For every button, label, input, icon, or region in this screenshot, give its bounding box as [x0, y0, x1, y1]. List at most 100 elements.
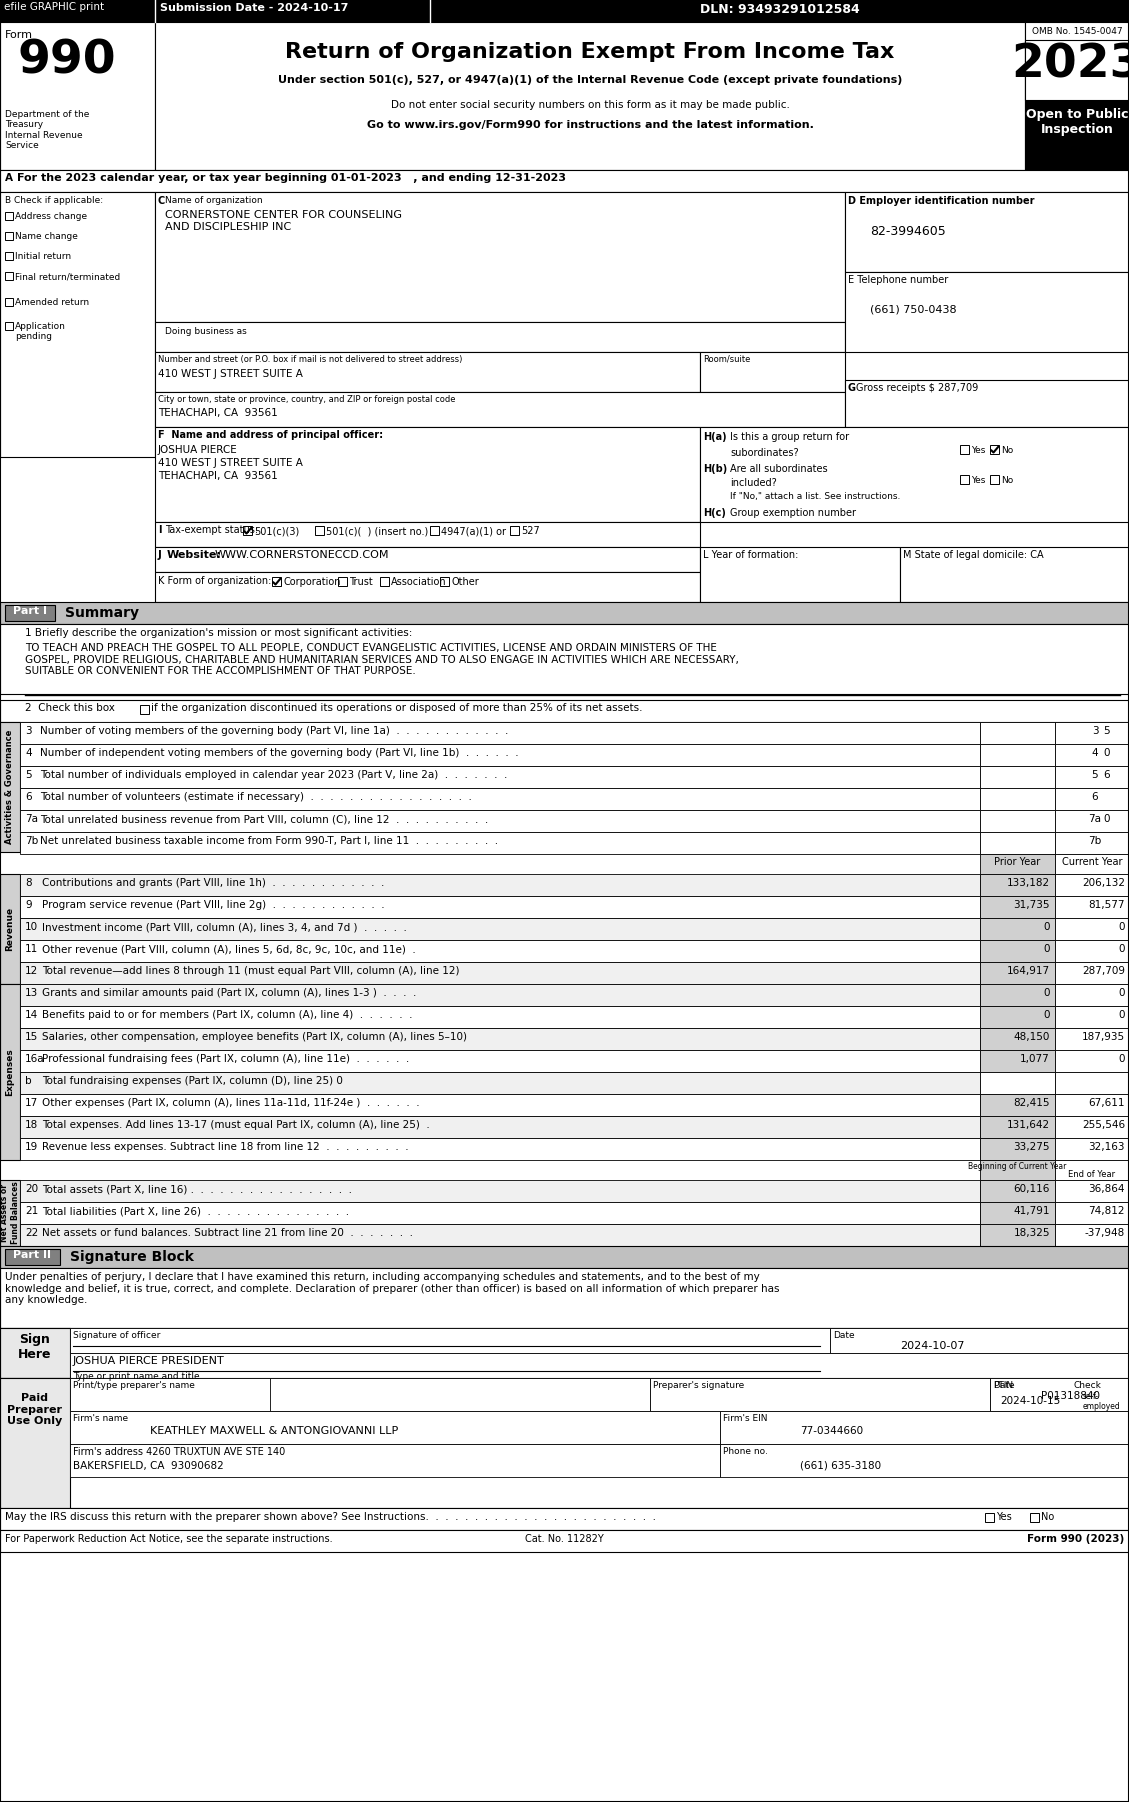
Bar — [70, 1379, 650, 1411]
Bar — [844, 272, 1129, 351]
Text: -37,948: -37,948 — [1085, 1227, 1124, 1238]
Text: A: A — [5, 173, 14, 184]
Text: End of Year: End of Year — [1068, 1169, 1115, 1179]
Text: WWW.CORNERSTONECCD.COM: WWW.CORNERSTONECCD.COM — [215, 550, 390, 560]
Bar — [20, 1072, 980, 1094]
Bar — [20, 896, 980, 917]
Bar — [70, 1443, 720, 1478]
Bar — [980, 962, 1054, 984]
Text: Yes: Yes — [971, 447, 986, 454]
Bar — [984, 1514, 994, 1523]
Bar — [980, 874, 1054, 896]
Bar — [20, 1094, 980, 1115]
Bar — [650, 1379, 990, 1411]
Text: 12: 12 — [25, 966, 38, 977]
Text: if the organization discontinued its operations or disposed of more than 25% of : if the organization discontinued its ope… — [151, 703, 642, 714]
Text: 0: 0 — [1103, 815, 1110, 824]
Text: Expenses: Expenses — [6, 1049, 15, 1096]
Bar — [980, 1072, 1054, 1094]
Text: Firm's EIN: Firm's EIN — [723, 1415, 768, 1424]
Text: 2024-10-15: 2024-10-15 — [1000, 1397, 1060, 1406]
Bar — [155, 351, 700, 393]
Text: 0: 0 — [1043, 1009, 1050, 1020]
Text: Are all subordinates: Are all subordinates — [730, 463, 828, 474]
Bar — [960, 476, 969, 485]
Bar — [700, 427, 1129, 523]
Text: Amended return: Amended return — [15, 297, 89, 306]
Text: KEATHLEY MAXWELL & ANTONGIOVANNI LLP: KEATHLEY MAXWELL & ANTONGIOVANNI LLP — [150, 1425, 399, 1436]
Bar — [1054, 874, 1129, 896]
Text: 3: 3 — [1092, 726, 1099, 735]
Text: 990: 990 — [18, 38, 116, 83]
Bar — [0, 1269, 1129, 1328]
Text: 19: 19 — [25, 1142, 38, 1151]
Bar — [1054, 1027, 1129, 1051]
Text: 7b: 7b — [1088, 836, 1102, 845]
Text: 6: 6 — [1092, 793, 1099, 802]
Text: 0: 0 — [1119, 944, 1124, 953]
Bar — [20, 917, 980, 941]
Text: Investment income (Part VIII, column (A), lines 3, 4, and 7d )  .  .  .  .  .: Investment income (Part VIII, column (A)… — [42, 923, 406, 932]
Text: J: J — [158, 550, 161, 560]
Text: TEHACHAPI, CA  93561: TEHACHAPI, CA 93561 — [158, 407, 278, 418]
Bar — [980, 896, 1054, 917]
Bar — [1073, 1391, 1080, 1398]
Text: 82-3994605: 82-3994605 — [870, 225, 946, 238]
Text: Total liabilities (Part X, line 26)  .  .  .  .  .  .  .  .  .  .  .  .  .  .  .: Total liabilities (Part X, line 26) . . … — [42, 1206, 349, 1216]
Bar — [243, 526, 252, 535]
Text: BAKERSFIELD, CA  93090682: BAKERSFIELD, CA 93090682 — [73, 1461, 224, 1470]
Text: 5: 5 — [1092, 769, 1099, 780]
Text: Room/suite: Room/suite — [703, 355, 751, 364]
Text: 17: 17 — [25, 1097, 38, 1108]
Text: Net Assets or
Fund Balances: Net Assets or Fund Balances — [0, 1182, 19, 1245]
Bar — [980, 854, 1054, 874]
Text: Check: Check — [1073, 1380, 1101, 1389]
Text: 1,077: 1,077 — [1021, 1054, 1050, 1063]
Bar — [315, 526, 324, 535]
Text: G: G — [848, 384, 856, 393]
Bar — [1054, 833, 1129, 854]
Bar — [700, 548, 900, 602]
Text: TO TEACH AND PREACH THE GOSPEL TO ALL PEOPLE, CONDUCT EVANGELISTIC ACTIVITIES, L: TO TEACH AND PREACH THE GOSPEL TO ALL PE… — [25, 643, 738, 676]
Text: Date: Date — [833, 1332, 855, 1341]
Bar — [980, 744, 1054, 766]
Bar — [1054, 962, 1129, 984]
Text: Cat. No. 11282Y: Cat. No. 11282Y — [525, 1534, 603, 1544]
Text: Name of organization: Name of organization — [165, 196, 263, 205]
Text: Professional fundraising fees (Part IX, column (A), line 11e)  .  .  .  .  .  .: Professional fundraising fees (Part IX, … — [42, 1054, 409, 1063]
Bar — [1054, 1072, 1129, 1094]
Text: (661) 750-0438: (661) 750-0438 — [870, 305, 956, 315]
Bar — [980, 766, 1054, 787]
Text: Other revenue (Part VIII, column (A), lines 5, 6d, 8c, 9c, 10c, and 11e)  .: Other revenue (Part VIII, column (A), li… — [42, 944, 415, 953]
Bar — [720, 1411, 1129, 1443]
Bar — [0, 723, 20, 852]
Text: Address change: Address change — [15, 213, 87, 222]
Bar — [155, 22, 1025, 169]
Text: Total expenses. Add lines 13-17 (must equal Part IX, column (A), line 25)  .: Total expenses. Add lines 13-17 (must eq… — [42, 1121, 430, 1130]
Bar — [1054, 1160, 1129, 1180]
Text: Revenue less expenses. Subtract line 18 from line 12  .  .  .  .  .  .  .  .  .: Revenue less expenses. Subtract line 18 … — [42, 1142, 409, 1151]
Text: 501(c)(  ) (insert no.): 501(c)( ) (insert no.) — [326, 526, 428, 535]
Bar — [980, 984, 1054, 1006]
Text: 10: 10 — [25, 923, 38, 932]
Text: Group exemption number: Group exemption number — [730, 508, 856, 517]
Text: 501(c)(3): 501(c)(3) — [254, 526, 299, 535]
Text: Signature of officer: Signature of officer — [73, 1332, 160, 1341]
Text: Under penalties of perjury, I declare that I have examined this return, includin: Under penalties of perjury, I declare th… — [5, 1272, 779, 1305]
Text: Total revenue—add lines 8 through 11 (must equal Part VIII, column (A), line 12): Total revenue—add lines 8 through 11 (mu… — [42, 966, 460, 977]
Text: H(a): H(a) — [703, 432, 727, 441]
Text: efile GRAPHIC print: efile GRAPHIC print — [5, 2, 104, 13]
Text: Sign
Here: Sign Here — [18, 1333, 52, 1361]
Bar — [155, 393, 844, 427]
Bar — [155, 323, 844, 351]
Text: Tax-exempt status:: Tax-exempt status: — [165, 524, 259, 535]
Bar — [155, 193, 844, 323]
Text: 410 WEST J STREET SUITE A: 410 WEST J STREET SUITE A — [158, 458, 303, 469]
Bar — [0, 699, 1129, 723]
Bar — [155, 571, 700, 602]
Text: Total fundraising expenses (Part IX, column (D), line 25) 0: Total fundraising expenses (Part IX, col… — [42, 1076, 343, 1087]
Text: 255,546: 255,546 — [1082, 1121, 1124, 1130]
Text: Yes: Yes — [996, 1512, 1012, 1523]
Text: Print/type preparer's name: Print/type preparer's name — [73, 1380, 195, 1389]
Bar — [1030, 1514, 1039, 1523]
